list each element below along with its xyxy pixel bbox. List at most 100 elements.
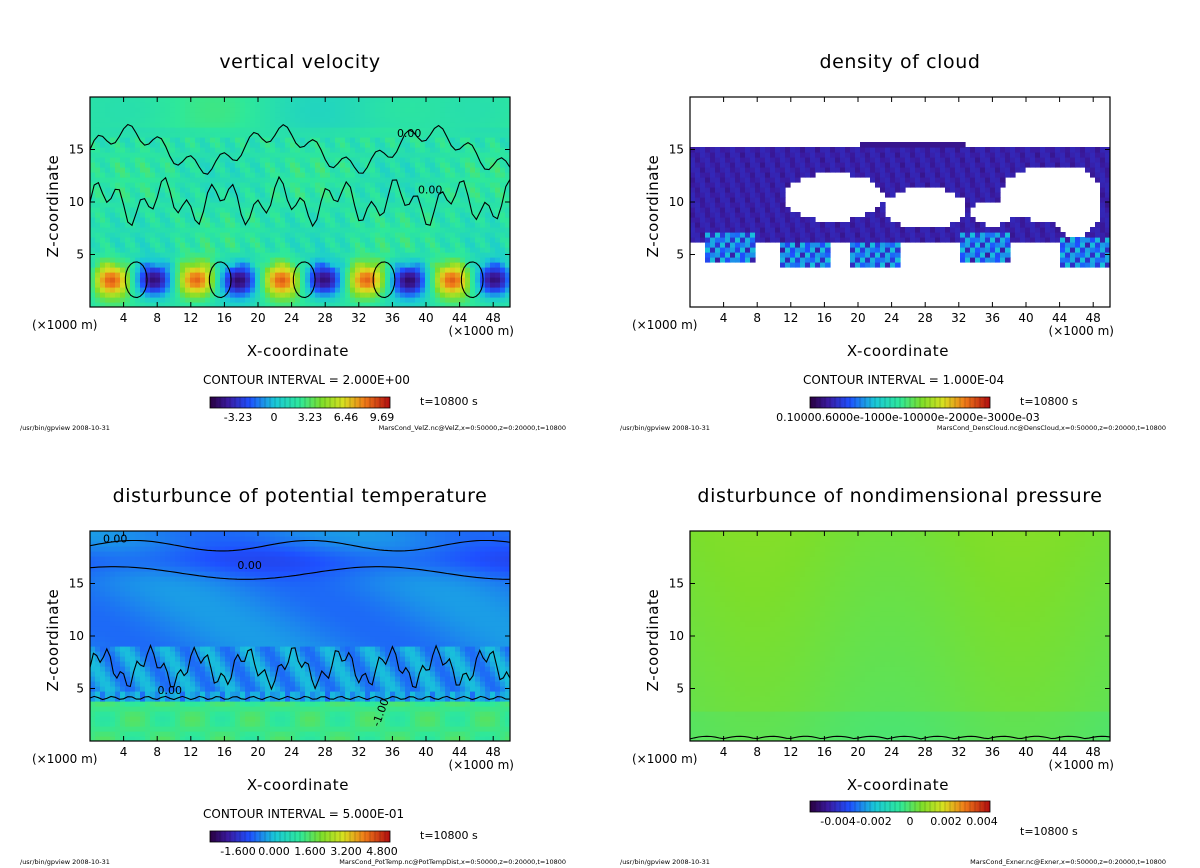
heatmap-cell (240, 187, 246, 193)
heatmap-cell (95, 187, 101, 193)
heatmap-cell (330, 222, 336, 228)
heatmap-cell (340, 117, 346, 123)
heatmap-cell (180, 127, 186, 133)
heatmap-cell (725, 217, 731, 223)
heatmap-cell (90, 132, 96, 138)
heatmap-cell (365, 277, 371, 283)
heatmap-cell (345, 112, 351, 118)
heatmap-cell (220, 292, 226, 298)
heatmap-cell (1015, 222, 1021, 228)
heatmap-cell (175, 182, 181, 188)
heatmap-cell (705, 212, 711, 218)
heatmap-cell (90, 122, 96, 128)
heatmap-cell (860, 222, 866, 228)
heatmap-cell (215, 122, 221, 128)
heatmap-cell (285, 182, 291, 188)
heatmap-cell (140, 197, 146, 203)
heatmap-cell (100, 167, 106, 173)
heatmap-cell (380, 177, 386, 183)
heatmap-cell (235, 97, 241, 103)
heatmap-cell (465, 132, 471, 138)
heatmap-cell (955, 177, 961, 183)
heatmap-cell (360, 202, 366, 208)
heatmap-cell (830, 237, 836, 243)
heatmap-cell (115, 257, 121, 263)
heatmap-cell (1050, 237, 1056, 243)
heatmap-cell (415, 122, 421, 128)
heatmap-cell (980, 257, 986, 263)
heatmap-cell (315, 287, 321, 293)
heatmap-cell (255, 287, 261, 293)
heatmap-cell (700, 162, 706, 168)
heatmap-cell (1095, 152, 1101, 158)
heatmap-cell (1040, 147, 1046, 153)
heatmap-cell (415, 107, 421, 113)
heatmap-cell (505, 272, 510, 278)
heatmap-cell (295, 192, 301, 198)
heatmap-cell (980, 147, 986, 153)
heatmap-cell (120, 242, 126, 248)
heatmap-cell (295, 177, 301, 183)
heatmap-cell (145, 247, 151, 253)
heatmap-cell (460, 117, 466, 123)
heatmap-cell (295, 202, 301, 208)
heatmap-cell (135, 167, 141, 173)
heatmap-cell (240, 247, 246, 253)
heatmap-cell (1065, 257, 1071, 263)
heatmap-cell (780, 262, 786, 268)
heatmap-cell (240, 202, 246, 208)
heatmap-cell (460, 197, 466, 203)
heatmap-cell (1000, 227, 1006, 233)
heatmap-cell (795, 237, 801, 243)
heatmap-cell (415, 297, 421, 303)
heatmap-cell (995, 257, 1001, 263)
heatmap-cell (470, 272, 476, 278)
heatmap-cell (425, 122, 431, 128)
heatmap-cell (215, 287, 221, 293)
heatmap-cell (890, 172, 896, 178)
heatmap-cell (155, 162, 161, 168)
heatmap-cell (120, 232, 126, 238)
heatmap-cell (465, 217, 471, 223)
heatmap-cell (505, 292, 510, 298)
heatmap-cell (445, 112, 451, 118)
heatmap-cell (250, 232, 256, 238)
heatmap-cell (410, 127, 416, 133)
heatmap-cell (745, 207, 751, 213)
heatmap-cell (165, 167, 171, 173)
heatmap-cell (775, 202, 781, 208)
heatmap-cell (970, 162, 976, 168)
y-tick-label: 5 (76, 248, 84, 262)
heatmap-cell (245, 232, 251, 238)
heatmap-cell (290, 127, 296, 133)
heatmap-cell (430, 147, 436, 153)
heatmap-cell (305, 292, 311, 298)
heatmap-cell (125, 272, 131, 278)
heatmap-cell (95, 247, 101, 253)
heatmap-cell (355, 167, 361, 173)
heatmap-cell (140, 287, 146, 293)
heatmap-cell (710, 177, 716, 183)
heatmap-cell (475, 127, 481, 133)
heatmap-cell (825, 242, 831, 248)
heatmap-cell (440, 162, 446, 168)
heatmap-cell (690, 152, 696, 158)
heatmap-cell (885, 237, 891, 243)
heatmap-cell (370, 172, 376, 178)
heatmap-cell (255, 297, 261, 303)
heatmap-cell (130, 277, 136, 283)
heatmap-cell (730, 152, 736, 158)
heatmap-cell (160, 157, 166, 163)
heatmap-cell (295, 167, 301, 173)
heatmap-cell (720, 212, 726, 218)
heatmap-cell (300, 237, 306, 243)
heatmap-cell (120, 292, 126, 298)
heatmap-cell (490, 177, 496, 183)
heatmap-cell (220, 172, 226, 178)
heatmap-cell (325, 292, 331, 298)
heatmap-cell (880, 247, 886, 253)
heatmap-cell (260, 127, 266, 133)
heatmap-cell (795, 227, 801, 233)
heatmap-cell (240, 107, 246, 113)
heatmap-cell (200, 147, 206, 153)
